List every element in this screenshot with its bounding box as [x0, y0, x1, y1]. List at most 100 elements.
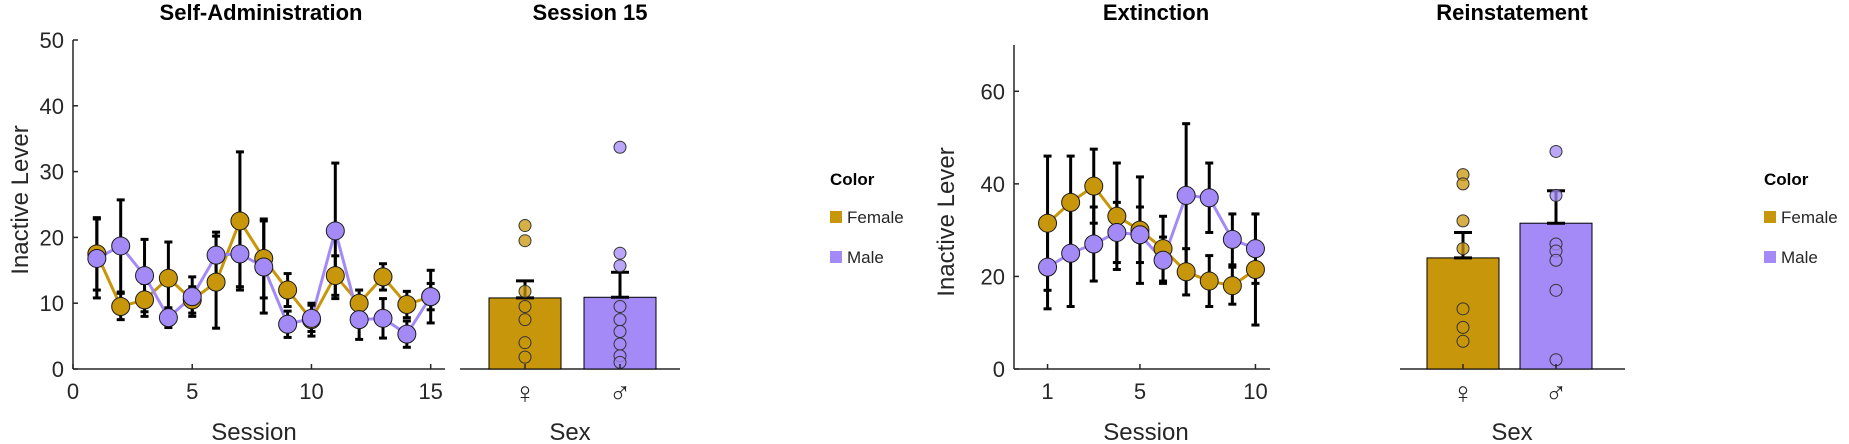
y-tick-label: 20 [40, 225, 64, 250]
data-point-male [135, 266, 155, 286]
data-point-male [1084, 234, 1104, 254]
legend-swatch-male [1764, 251, 1776, 263]
x-axis-label: Sex [549, 419, 590, 444]
x-tick-label: ♂ [1545, 377, 1568, 410]
data-point-male [1130, 225, 1150, 245]
individual-point [1456, 302, 1470, 316]
series-line-female [1046, 184, 1257, 288]
x-axis-label: Session [211, 419, 296, 444]
data-point-female [111, 296, 131, 316]
individual-point [1549, 353, 1563, 367]
individual-point [1549, 144, 1563, 158]
data-point-female [1107, 206, 1127, 226]
y-tick-label: 40 [40, 94, 64, 119]
individual-point [518, 234, 532, 248]
x-tick-label: ♀ [1452, 377, 1475, 410]
data-point-male [1107, 222, 1127, 242]
x-tick-label: 10 [1243, 379, 1267, 404]
individual-point [518, 350, 532, 364]
chart-title: Self-Administration [160, 0, 363, 25]
data-point-male [87, 248, 107, 268]
data-point-male [1199, 188, 1219, 208]
individual-point [1456, 214, 1470, 228]
series-line-male [1046, 193, 1257, 269]
legend-swatch-female [830, 211, 842, 223]
x-tick-label: 15 [418, 379, 442, 404]
self-administration-chart: Self-Administration Session Inactive Lev… [7, 0, 445, 444]
individual-point [613, 140, 627, 154]
individual-point [518, 284, 532, 298]
y-tick-label: 40 [981, 172, 1005, 197]
x-tick-label: 10 [299, 379, 323, 404]
data-point-male [1176, 185, 1196, 205]
legend-label-female: Female [847, 208, 904, 227]
x-tick-label: ♂ [609, 377, 632, 410]
x-tick-label: 5 [186, 379, 198, 404]
legend-label-male: Male [847, 248, 884, 267]
data-point-female [373, 267, 393, 287]
reinstatement-chart: Reinstatement Sex ♀ ♂ [1400, 0, 1625, 444]
data-point-male [1245, 239, 1265, 259]
data-point-male [421, 287, 441, 307]
individual-point [1456, 242, 1470, 256]
data-point-male [373, 308, 393, 328]
data-point-female [1061, 192, 1081, 212]
data-point-female [397, 295, 417, 315]
data-point-female [230, 211, 250, 231]
y-tick-label: 30 [40, 160, 64, 185]
data-point-male [111, 236, 131, 256]
y-tick-label: 50 [40, 28, 64, 53]
data-point-male [1222, 229, 1242, 249]
y-tick-label: 10 [40, 291, 64, 316]
data-point-female [1199, 271, 1219, 291]
data-point-female [1038, 213, 1058, 233]
data-point-male [158, 308, 178, 328]
legend: Color Female Male [1764, 170, 1838, 267]
data-point-female [1245, 259, 1265, 279]
data-point-female [158, 268, 178, 288]
legend: Color Female Male [830, 170, 904, 267]
data-point-male [1038, 257, 1058, 277]
x-tick-label: 5 [1134, 379, 1146, 404]
data-point-male [1153, 250, 1173, 270]
individual-point [613, 313, 627, 327]
data-point-male [397, 324, 417, 344]
x-tick-label: 1 [1041, 379, 1053, 404]
data-point-female [206, 272, 226, 292]
y-axis-label: Inactive Lever [7, 125, 34, 274]
chart-title: Reinstatement [1436, 0, 1588, 25]
chart-title: Extinction [1103, 0, 1209, 25]
individual-point [1456, 334, 1470, 348]
chart-title: Session 15 [533, 0, 648, 25]
y-tick-label: 0 [993, 357, 1005, 382]
x-tick-label: 0 [67, 379, 79, 404]
legend-swatch-male [830, 251, 842, 263]
legend-title: Color [830, 170, 875, 189]
individual-point [518, 299, 532, 313]
data-point-female [325, 266, 345, 286]
individual-point [518, 219, 532, 233]
data-point-male [301, 308, 321, 328]
data-point-male [254, 257, 274, 277]
individual-point [1549, 188, 1563, 202]
extinction-chart: Extinction Session Inactive Lever 0 20 40 6… [933, 0, 1270, 444]
legend-label-male: Male [1781, 248, 1818, 267]
data-point-male [1061, 243, 1081, 263]
data-point-male [230, 244, 250, 264]
individual-point [1549, 253, 1563, 267]
plot-area: ♀ ♂ [1400, 144, 1625, 410]
data-point-male [278, 314, 298, 334]
individual-point [1456, 177, 1470, 191]
plot-area: 0 20 40 60 1 5 10 [981, 45, 1270, 404]
individual-point [613, 337, 627, 351]
individual-point [613, 259, 627, 273]
individual-point [613, 324, 627, 338]
individual-point [613, 299, 627, 313]
legend-title: Color [1764, 170, 1809, 189]
individual-point [1456, 320, 1470, 334]
y-tick-label: 60 [981, 79, 1005, 104]
data-point-female [1176, 262, 1196, 282]
data-point-female [1084, 176, 1104, 196]
x-axis-label: Session [1103, 419, 1188, 444]
